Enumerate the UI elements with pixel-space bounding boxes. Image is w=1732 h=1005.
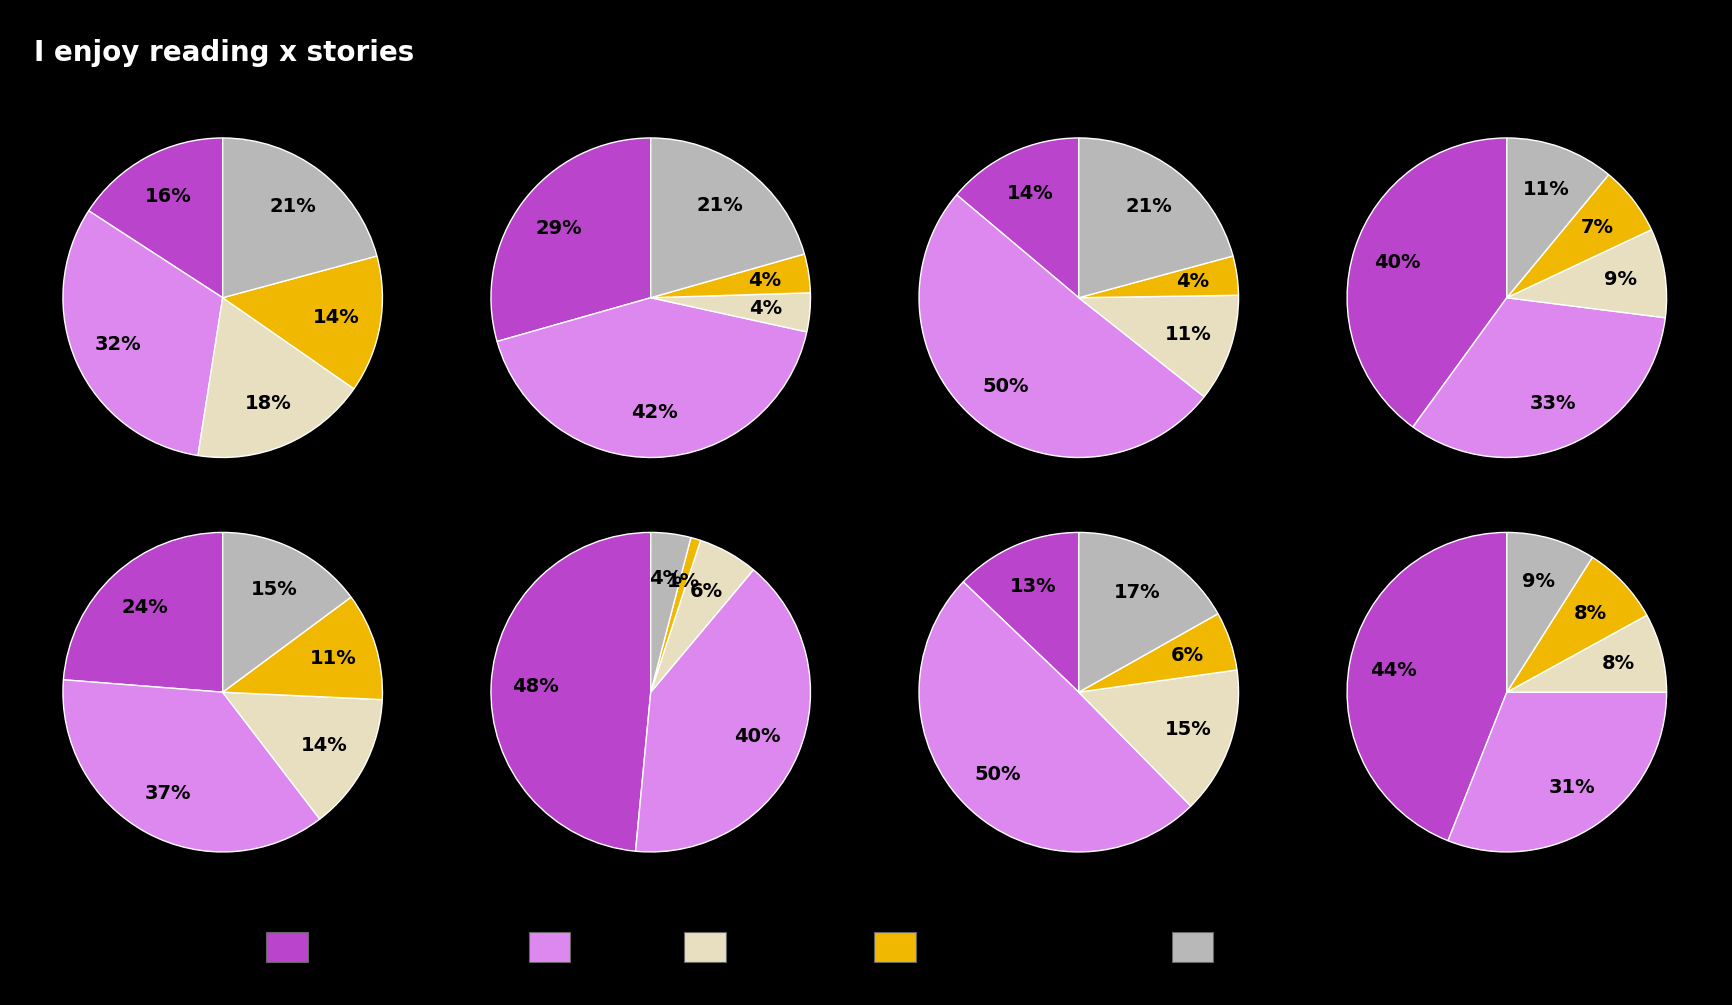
Wedge shape — [223, 256, 383, 389]
Text: 9%: 9% — [1604, 270, 1637, 289]
Wedge shape — [1077, 256, 1238, 297]
Wedge shape — [88, 138, 223, 297]
Text: 24%: 24% — [121, 598, 168, 617]
Text: 9%: 9% — [1521, 572, 1555, 591]
Wedge shape — [223, 138, 376, 297]
Text: 16%: 16% — [144, 187, 191, 206]
Text: 21%: 21% — [1124, 197, 1171, 216]
Wedge shape — [1346, 533, 1505, 841]
Text: 50%: 50% — [975, 765, 1020, 784]
Wedge shape — [650, 292, 811, 332]
Wedge shape — [490, 533, 650, 851]
Wedge shape — [636, 570, 811, 852]
Text: 15%: 15% — [1164, 720, 1211, 739]
Text: 40%: 40% — [1373, 252, 1420, 271]
Wedge shape — [64, 533, 222, 692]
Wedge shape — [222, 692, 383, 819]
Text: 11%: 11% — [310, 649, 355, 668]
Text: 4%: 4% — [1176, 272, 1209, 291]
Wedge shape — [1412, 297, 1664, 457]
Text: 13%: 13% — [1010, 577, 1057, 596]
Text: 21%: 21% — [268, 197, 315, 216]
Text: 31%: 31% — [1547, 778, 1593, 797]
Wedge shape — [1448, 692, 1666, 852]
Wedge shape — [650, 254, 811, 297]
Text: 44%: 44% — [1370, 661, 1417, 680]
Wedge shape — [62, 211, 223, 455]
Wedge shape — [1505, 175, 1651, 297]
Wedge shape — [963, 533, 1077, 692]
Text: 7%: 7% — [1580, 218, 1612, 237]
Wedge shape — [650, 138, 804, 297]
Wedge shape — [650, 538, 700, 692]
Wedge shape — [490, 138, 650, 342]
Text: 4%: 4% — [648, 569, 681, 588]
Wedge shape — [1505, 533, 1592, 692]
Text: 17%: 17% — [1114, 583, 1159, 602]
Text: I enjoy reading x stories: I enjoy reading x stories — [33, 39, 414, 66]
Text: 29%: 29% — [535, 219, 582, 238]
Text: 18%: 18% — [244, 394, 291, 413]
Wedge shape — [222, 597, 383, 699]
Wedge shape — [1077, 295, 1238, 397]
Wedge shape — [497, 297, 807, 457]
Wedge shape — [1077, 533, 1218, 692]
Text: 40%: 40% — [733, 728, 779, 746]
Wedge shape — [62, 679, 320, 852]
Text: 50%: 50% — [982, 377, 1029, 396]
Text: 6%: 6% — [1171, 646, 1204, 664]
Text: 11%: 11% — [1164, 326, 1211, 344]
Wedge shape — [956, 138, 1077, 297]
Text: 1%: 1% — [667, 572, 700, 591]
Wedge shape — [197, 297, 353, 457]
Text: 48%: 48% — [513, 677, 559, 696]
Text: 4%: 4% — [748, 270, 781, 289]
Wedge shape — [1077, 138, 1231, 297]
Wedge shape — [650, 533, 691, 692]
Text: 4%: 4% — [748, 298, 781, 318]
Wedge shape — [1077, 614, 1237, 692]
Text: 14%: 14% — [312, 308, 359, 327]
Text: 6%: 6% — [689, 582, 722, 601]
Text: 37%: 37% — [144, 784, 191, 803]
Text: 8%: 8% — [1573, 604, 1606, 623]
Wedge shape — [1505, 230, 1666, 318]
Text: 8%: 8% — [1600, 654, 1633, 673]
Text: 42%: 42% — [630, 403, 677, 422]
Wedge shape — [918, 195, 1204, 457]
Wedge shape — [222, 533, 352, 692]
Text: 32%: 32% — [94, 335, 140, 354]
Wedge shape — [1505, 558, 1645, 692]
Text: 33%: 33% — [1528, 394, 1574, 413]
Text: 14%: 14% — [301, 736, 348, 755]
Text: 14%: 14% — [1006, 184, 1053, 203]
Wedge shape — [650, 541, 753, 692]
Legend: Strongly Agree, Agree, Disagree, Strongly Disagree, No Opinion/Not Sure: Strongly Agree, Agree, Disagree, Strongl… — [258, 925, 1474, 970]
Wedge shape — [1505, 138, 1607, 297]
Text: 11%: 11% — [1521, 180, 1567, 199]
Wedge shape — [1077, 670, 1238, 806]
Text: 21%: 21% — [696, 196, 743, 215]
Wedge shape — [918, 582, 1190, 852]
Text: 15%: 15% — [251, 580, 298, 599]
Wedge shape — [1346, 138, 1505, 427]
Wedge shape — [1505, 615, 1666, 692]
